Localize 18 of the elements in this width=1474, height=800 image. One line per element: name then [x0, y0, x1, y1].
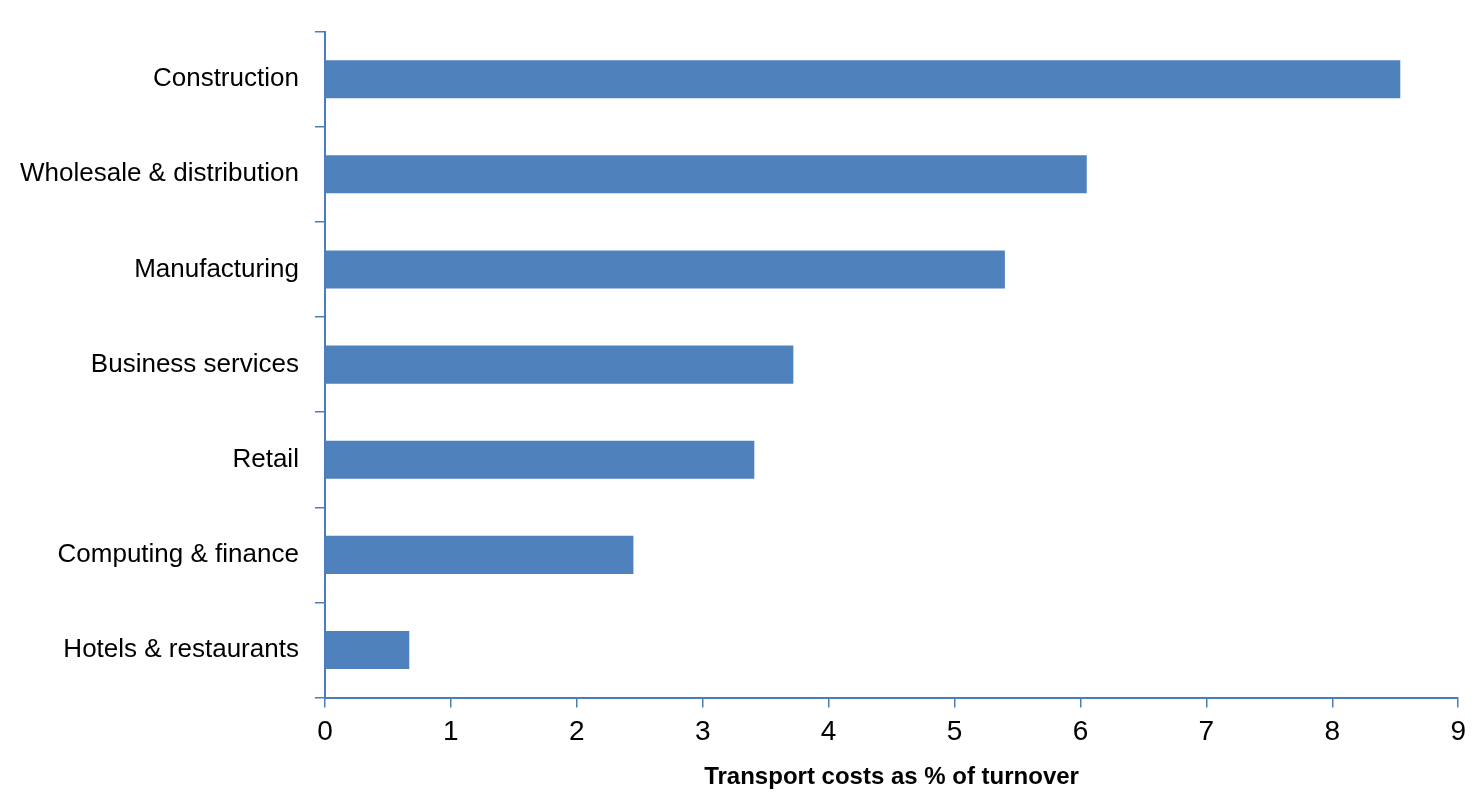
x-tick-label: 5 — [946, 715, 963, 747]
x-axis-title: Transport costs as % of turnover — [704, 762, 1079, 790]
y-tick-label: Wholesale & distribution — [19, 157, 299, 188]
x-tick-label: 9 — [1450, 715, 1466, 747]
x-tick-label: 8 — [1324, 715, 1341, 747]
x-tick-label: 6 — [1072, 715, 1089, 747]
y-tick-label: Manufacturing — [134, 252, 299, 283]
x-tick-label: 7 — [1198, 715, 1215, 747]
x-tick-label: 1 — [443, 715, 459, 747]
y-tick-label: Retail — [232, 442, 299, 473]
x-tick-label: 3 — [694, 715, 711, 747]
x-tick-label: 2 — [568, 715, 585, 747]
y-tick-label: Hotels & restaurants — [63, 633, 299, 664]
y-tick-label: Construction — [152, 62, 299, 93]
x-tick-label: 0 — [317, 715, 333, 747]
y-tick-label: Business services — [90, 347, 299, 378]
y-tick-label: Computing & finance — [57, 538, 299, 569]
x-tick-label: 4 — [820, 715, 837, 747]
